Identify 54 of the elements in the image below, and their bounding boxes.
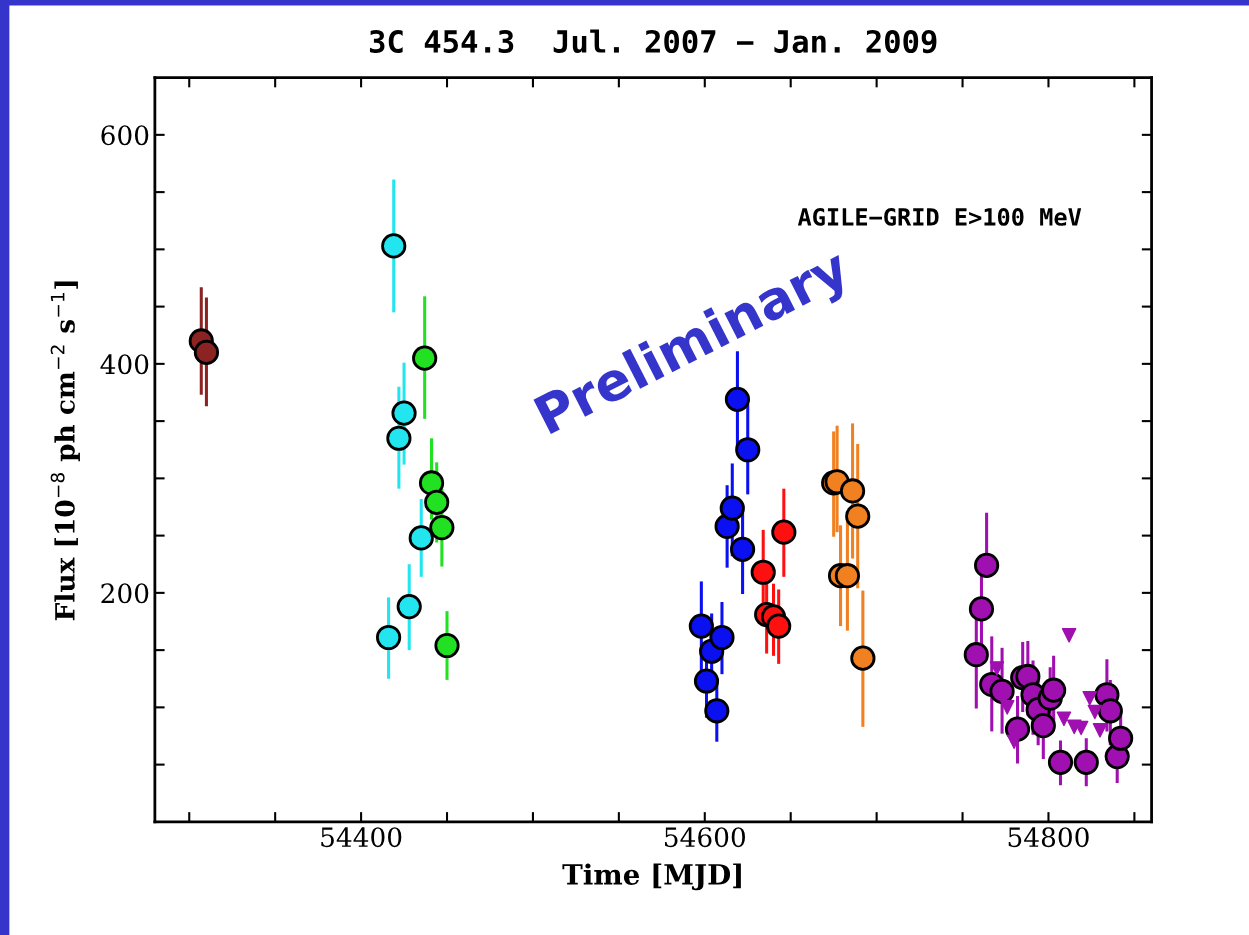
- point: [396, 594, 422, 620]
- point: [771, 519, 797, 545]
- point: [1073, 749, 1099, 775]
- y-axis-title: Flux [10$^{−8}$ ph cm$^{−2}$ s$^{−1}$]: [50, 281, 80, 621]
- y-tick-label: 400: [100, 354, 149, 375]
- point: [386, 425, 412, 451]
- point: [834, 563, 860, 589]
- point: [418, 470, 445, 496]
- point: [719, 495, 745, 521]
- point: [434, 632, 460, 659]
- point: [1006, 734, 1022, 749]
- point: [1047, 749, 1074, 775]
- point: [750, 559, 776, 585]
- point: [968, 596, 995, 622]
- point: [974, 552, 1000, 578]
- point: [704, 698, 730, 724]
- point: [381, 233, 407, 259]
- point: [1097, 698, 1123, 724]
- point: [1082, 690, 1097, 706]
- point: [376, 624, 402, 651]
- y-tick-label: 200: [101, 583, 149, 604]
- chart-title: 3C 454.3 Jul. 2007 − Jan. 2009: [369, 29, 937, 54]
- point: [1087, 704, 1103, 720]
- point: [709, 624, 735, 651]
- point: [850, 645, 876, 671]
- x-tick-label: 54800: [1008, 827, 1089, 848]
- point: [193, 339, 220, 365]
- point: [730, 536, 756, 562]
- point: [412, 345, 438, 371]
- point: [391, 400, 417, 426]
- point: [735, 437, 761, 463]
- point: [1108, 725, 1134, 751]
- point: [989, 661, 1005, 676]
- point: [963, 642, 989, 668]
- point: [693, 668, 720, 694]
- point: [766, 613, 792, 639]
- annotation: AGILE−GRID E>100 MeV: [797, 208, 1082, 226]
- point: [845, 503, 871, 529]
- x-axis-title: Time [MJD]: [562, 863, 741, 891]
- point: [999, 700, 1015, 715]
- point: [424, 489, 450, 515]
- point: [1092, 722, 1108, 738]
- y-tick-label: 600: [101, 125, 149, 146]
- x-tick-label: 54600: [665, 827, 745, 848]
- point: [688, 613, 714, 639]
- point: [1061, 627, 1077, 643]
- point: [1041, 677, 1067, 703]
- point: [989, 678, 1015, 704]
- point: [839, 478, 866, 504]
- point: [408, 525, 434, 551]
- point: [1030, 713, 1056, 739]
- point: [1056, 711, 1072, 727]
- point: [429, 515, 455, 541]
- x-tick-label: 54400: [321, 827, 402, 848]
